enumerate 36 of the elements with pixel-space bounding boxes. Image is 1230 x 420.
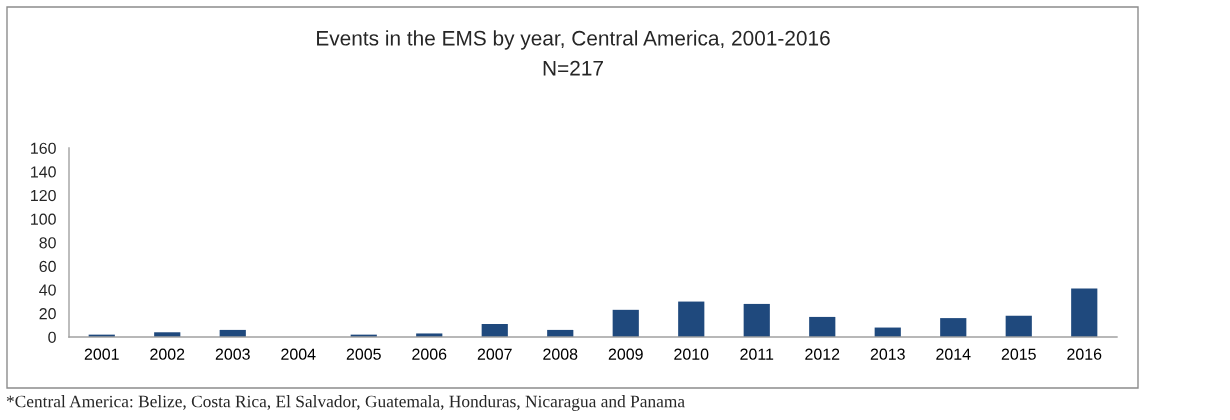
y-tick-label: 80 — [39, 237, 56, 249]
bar — [1071, 288, 1098, 337]
y-tick-label: 100 — [31, 213, 56, 225]
y-tick-label: 60 — [39, 260, 56, 273]
x-tick-label: 2013 — [870, 348, 905, 360]
chart-title: Events in the EMS by year, Central America, 2001-2016 — [317, 30, 830, 50]
y-tick-label: 40 — [39, 284, 56, 296]
x-tick-label: 2004 — [281, 348, 316, 360]
text: *Central America: Belize, Costa Rica, El Salvador, Guatemala, Honduras, Nicaragua and Panama — [6, 395, 685, 411]
x-tick-label: 2006 — [412, 348, 447, 360]
bar — [1005, 315, 1032, 337]
x-tick-label: 2003 — [215, 348, 250, 360]
x-tick-label: 2007 — [477, 348, 512, 360]
bar — [940, 318, 967, 337]
x-tick-label: 2014 — [936, 348, 971, 360]
y-tick-label: 20 — [39, 308, 56, 320]
x-tick-label: 2002 — [150, 348, 185, 360]
y-tick-label: 160 — [31, 142, 56, 154]
bar — [743, 303, 770, 337]
y-tick-label: 0 — [48, 331, 56, 343]
x-tick-label: 2009 — [608, 348, 643, 360]
x-tick-label: 2011 — [740, 348, 774, 360]
bar — [612, 309, 639, 337]
x-tick-label: 2001 — [84, 348, 119, 360]
x-tick-label: 2015 — [1001, 348, 1036, 360]
bar — [678, 301, 705, 337]
chart-subtitle: N=217 — [543, 60, 603, 76]
x-tick-label: 2016 — [1067, 348, 1102, 360]
x-tick-label: 2005 — [346, 348, 381, 360]
bar — [481, 324, 508, 337]
x-tick-label: 2012 — [805, 348, 840, 360]
bar — [809, 316, 836, 337]
y-tick-label: 140 — [31, 166, 56, 178]
y-tick-label: 120 — [31, 189, 56, 202]
x-tick-label: 2008 — [543, 348, 578, 360]
x-tick-label: 2010 — [674, 348, 709, 360]
